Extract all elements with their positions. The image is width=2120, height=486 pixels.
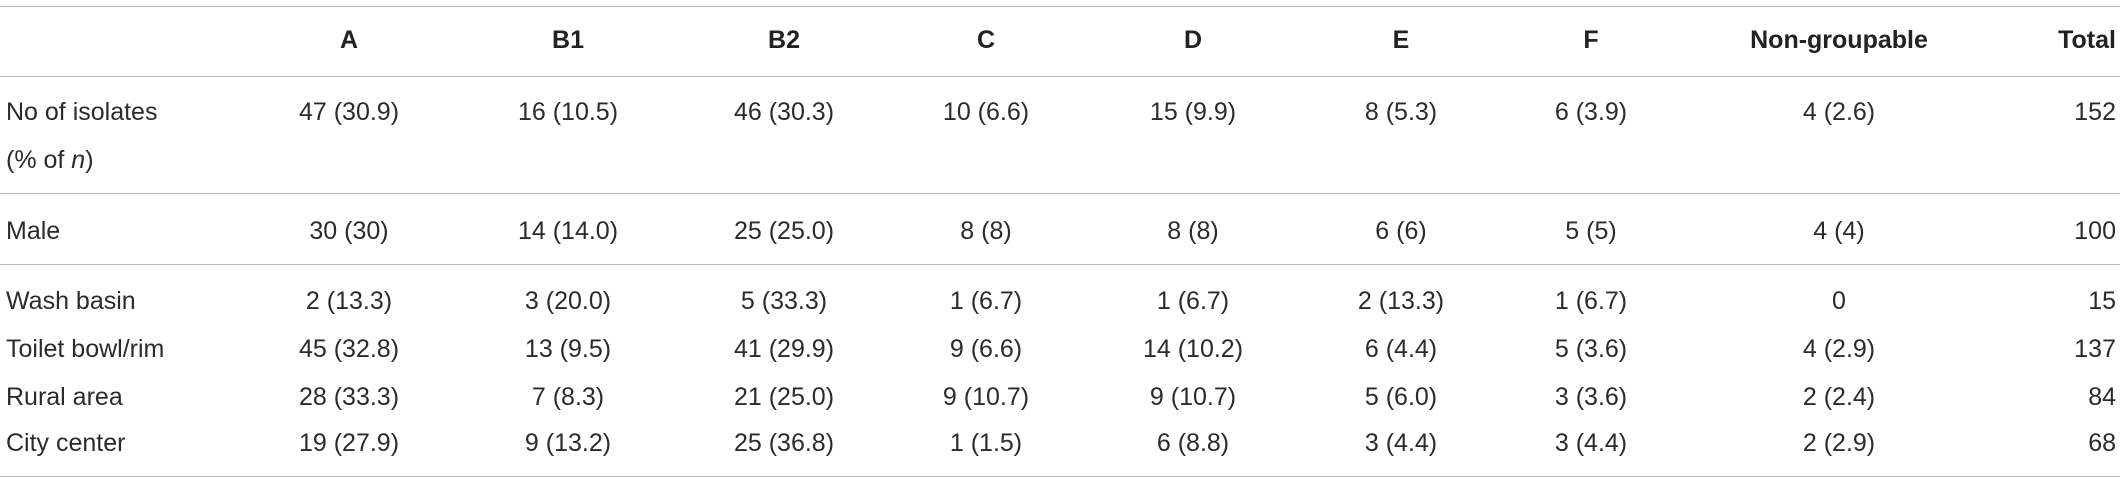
table-cell: 45 (32.8): [298, 335, 400, 363]
row-label: Toilet bowl/rim: [6, 335, 165, 363]
label-part: ): [85, 146, 94, 174]
row-label: Wash basin: [6, 287, 136, 315]
table-cell: 84: [2088, 383, 2116, 411]
table-cell: 5 (5): [1565, 217, 1617, 245]
column-header: B2: [768, 26, 800, 54]
table-cell: 6 (6): [1375, 217, 1427, 245]
table-cell: 5 (6.0): [1364, 383, 1438, 411]
header-rule: [0, 76, 2120, 77]
column-header: D: [1183, 26, 1203, 54]
column-header: F: [1583, 26, 1599, 54]
table-cell: 3 (4.4): [1364, 429, 1438, 457]
column-header: B1: [552, 26, 584, 54]
column-header: C: [976, 26, 996, 54]
table-cell: 25 (25.0): [733, 217, 835, 245]
table-cell: 68: [2088, 429, 2116, 457]
table-cell: 137: [2074, 335, 2116, 363]
table-cell: 21 (25.0): [733, 383, 835, 411]
table-cell: 100: [2074, 217, 2116, 245]
label-part: n: [71, 146, 86, 174]
top-rule: [0, 6, 2120, 7]
table-cell: 15: [2088, 287, 2116, 315]
column-header: Non-groupable: [1750, 26, 1928, 54]
table-cell: 25 (36.8): [733, 429, 835, 457]
table-cell: 7 (8.3): [531, 383, 605, 411]
table-cell: 6 (8.8): [1156, 429, 1230, 457]
table-cell: 8 (8): [960, 217, 1012, 245]
table-cell: 9 (13.2): [524, 429, 612, 457]
table-cell: 19 (27.9): [298, 429, 400, 457]
row-rule: [0, 264, 2120, 265]
column-header: E: [1392, 26, 1410, 54]
row-label: No of isolates: [6, 98, 158, 126]
table-cell: 0: [1832, 287, 1846, 315]
table-cell: 9 (10.7): [942, 383, 1030, 411]
table-cell: 4 (4): [1813, 217, 1865, 245]
table-cell: 6 (4.4): [1364, 335, 1438, 363]
table-cell: 1 (6.7): [1156, 287, 1230, 315]
table-cell: 3 (4.4): [1554, 429, 1628, 457]
table-cell: 8 (8): [1167, 217, 1219, 245]
table-cell: 14 (14.0): [517, 217, 619, 245]
table-cell: 2 (13.3): [1357, 287, 1445, 315]
table-cell: 1 (6.7): [949, 287, 1023, 315]
table-cell: 2 (2.9): [1802, 429, 1876, 457]
table-cell: 15 (9.9): [1149, 98, 1237, 126]
table-cell: 14 (10.2): [1142, 335, 1244, 363]
table-cell: 2 (13.3): [305, 287, 393, 315]
column-header: Total: [2058, 26, 2116, 54]
row-label: City center: [6, 429, 126, 457]
table-cell: 4 (2.9): [1802, 335, 1876, 363]
row-label: Male: [6, 217, 61, 245]
label-part: (% of: [6, 146, 72, 174]
table-cell: 8 (5.3): [1364, 98, 1438, 126]
table-cell: 9 (6.6): [949, 335, 1023, 363]
table-cell: 5 (3.6): [1554, 335, 1628, 363]
table-cell: 1 (1.5): [949, 429, 1023, 457]
table-cell: 9 (10.7): [1149, 383, 1237, 411]
table-cell: 10 (6.6): [942, 98, 1030, 126]
bottom-rule: [0, 476, 2120, 477]
table-cell: 6 (3.9): [1554, 98, 1628, 126]
row-label: Rural area: [6, 383, 123, 411]
table-cell: 46 (30.3): [733, 98, 835, 126]
column-header: A: [339, 26, 359, 54]
row-label-note: (% of n): [6, 145, 94, 175]
table-cell: 3 (20.0): [524, 287, 612, 315]
table-cell: 16 (10.5): [517, 98, 619, 126]
table-cell: 30 (30): [309, 217, 389, 245]
table-cell: 4 (2.6): [1802, 98, 1876, 126]
table-cell: 3 (3.6): [1554, 383, 1628, 411]
table-cell: 1 (6.7): [1554, 287, 1628, 315]
table-cell: 41 (29.9): [733, 335, 835, 363]
table-cell: 28 (33.3): [298, 383, 400, 411]
table-cell: 5 (33.3): [740, 287, 828, 315]
table-cell: 47 (30.9): [298, 98, 400, 126]
table-cell: 13 (9.5): [524, 335, 612, 363]
row-rule: [0, 193, 2120, 194]
table-cell: 2 (2.4): [1802, 383, 1876, 411]
table-cell: 152: [2074, 98, 2116, 126]
